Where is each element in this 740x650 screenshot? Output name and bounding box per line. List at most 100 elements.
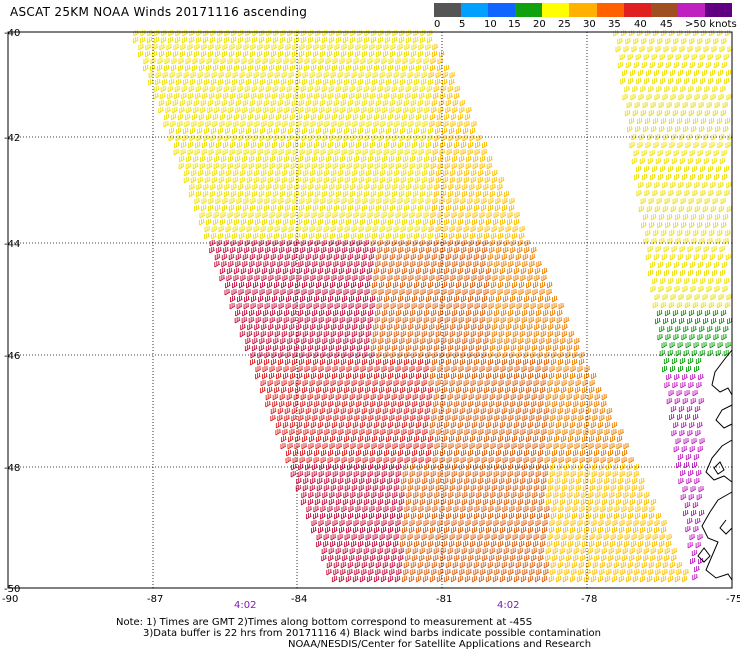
wind-barb — [573, 345, 580, 352]
wind-barb — [411, 303, 418, 310]
wind-barb — [503, 191, 510, 198]
wind-barb — [582, 534, 589, 541]
wind-barb — [208, 44, 215, 51]
wind-barb — [353, 219, 359, 226]
wind-barb — [539, 338, 546, 345]
wind-barb — [332, 163, 339, 170]
wind-barb — [615, 499, 622, 506]
wind-barb — [373, 422, 380, 429]
wind-barb — [557, 569, 564, 576]
wind-barb — [277, 254, 284, 261]
wind-barb — [380, 478, 386, 485]
wind-barb — [451, 212, 458, 219]
wind-barb — [239, 79, 245, 86]
wind-barb — [456, 331, 463, 338]
wind-barb — [664, 555, 670, 562]
wind-barb — [354, 569, 361, 576]
wind-barb — [357, 338, 364, 345]
wind-barb — [511, 282, 518, 289]
wind-barb — [280, 184, 287, 191]
wind-barb — [433, 191, 440, 198]
wind-barb — [516, 303, 523, 310]
wind-barb — [458, 317, 465, 324]
wind-barb — [592, 513, 599, 520]
wind-barb — [534, 576, 541, 583]
wind-barb — [438, 569, 445, 576]
wind-barb — [251, 142, 257, 149]
wind-barb — [375, 205, 382, 212]
wind-barb — [673, 422, 679, 429]
wind-barb — [540, 387, 546, 394]
wind-barb — [480, 408, 487, 415]
wind-barb — [329, 492, 336, 499]
wind-barb — [504, 492, 511, 499]
wind-barb — [465, 317, 472, 324]
wind-barb — [287, 282, 294, 289]
wind-barb — [470, 177, 477, 184]
wind-barb — [360, 366, 367, 373]
wind-barb — [518, 492, 525, 499]
wind-barb — [500, 212, 507, 219]
wind-barb — [666, 541, 672, 548]
wind-barb — [515, 513, 522, 520]
wind-barb — [349, 142, 355, 149]
wind-barb — [321, 345, 328, 352]
wind-barb — [577, 527, 583, 534]
wind-barb — [396, 562, 403, 569]
wind-barb — [416, 520, 423, 527]
wind-barb — [207, 205, 214, 212]
wind-barb — [344, 72, 351, 79]
wind-barb — [553, 338, 560, 345]
wind-barb — [630, 94, 637, 101]
wind-barb — [676, 302, 683, 309]
wind-barb — [629, 555, 635, 562]
wind-barb — [726, 70, 732, 77]
wind-barb — [353, 366, 360, 373]
wind-barb — [678, 478, 685, 485]
wind-barb — [416, 527, 422, 534]
wind-barb — [705, 334, 712, 341]
wind-barb — [237, 247, 243, 254]
wind-barb — [345, 275, 352, 282]
wind-barb — [494, 205, 501, 212]
wind-barb — [566, 499, 573, 506]
wind-barb — [264, 198, 271, 205]
wind-barb — [445, 107, 452, 114]
wind-barb — [440, 142, 446, 149]
wind-barb — [527, 422, 534, 429]
wind-barb — [176, 79, 182, 86]
wind-barb — [419, 450, 425, 457]
wind-barb — [419, 555, 425, 562]
wind-barb — [204, 233, 210, 240]
wind-barb — [349, 345, 356, 352]
wind-barb — [309, 72, 316, 79]
wind-barb — [252, 184, 259, 191]
wind-barb — [653, 230, 659, 237]
wind-barb — [303, 422, 310, 429]
wind-barb — [690, 102, 697, 109]
wind-barb — [470, 380, 477, 387]
wind-barb — [437, 163, 444, 170]
wind-barb — [440, 191, 447, 198]
wind-barb — [543, 513, 550, 520]
wind-barb — [473, 205, 480, 212]
wind-barb — [282, 170, 288, 177]
wind-barb — [542, 520, 549, 527]
wind-barb — [179, 156, 185, 163]
wind-barb — [406, 436, 413, 443]
wind-barb — [546, 282, 553, 289]
wind-barb — [611, 422, 618, 429]
wind-barb — [429, 576, 436, 583]
wind-barb — [700, 118, 707, 125]
wind-barb — [710, 294, 717, 301]
wind-barb — [475, 394, 482, 401]
wind-barb — [390, 44, 397, 51]
wind-barb — [526, 541, 532, 548]
wind-barb — [498, 541, 504, 548]
wind-barb — [563, 317, 570, 324]
wind-barb — [486, 520, 493, 527]
wind-barb — [269, 65, 275, 72]
wind-barb — [179, 107, 186, 114]
wind-barb — [473, 562, 480, 569]
wind-barb — [195, 37, 202, 44]
